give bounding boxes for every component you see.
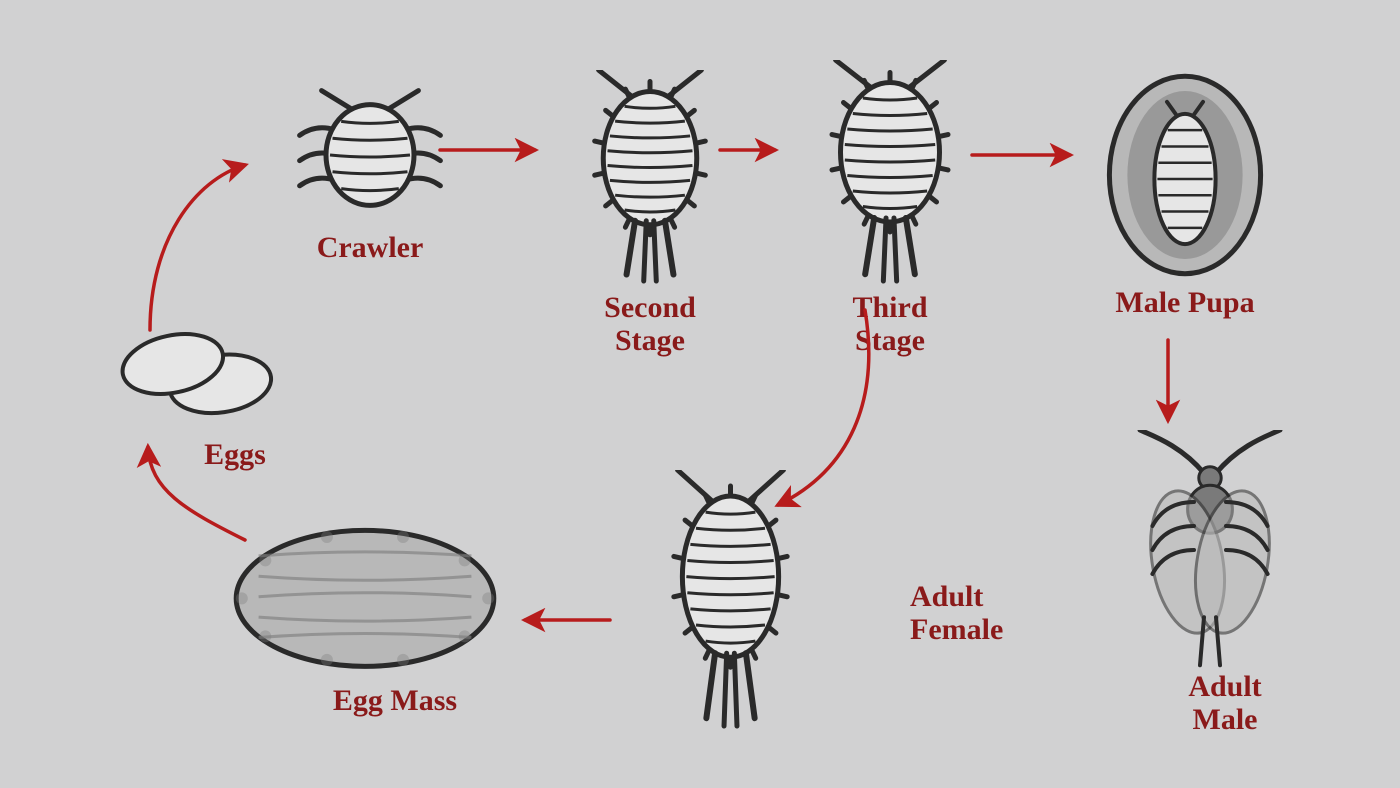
crawler-illustration xyxy=(290,85,450,225)
adult-female-illustration xyxy=(643,470,818,730)
node-egg-mass: Egg Mass xyxy=(225,510,505,717)
node-crawler: Crawler xyxy=(260,85,480,264)
label-eggs: Eggs xyxy=(125,438,345,471)
node-eggs: Eggs xyxy=(90,320,310,471)
label-adult-female: Adult Female xyxy=(910,580,1003,646)
label-second-stage: Second Stage xyxy=(540,291,760,357)
label-adult-male: Adult Male xyxy=(1115,670,1335,736)
lifecycle-diagram: Eggs Crawler Second Stage Third Stage Male P… xyxy=(0,0,1400,788)
adult-male-illustration xyxy=(1130,430,1290,670)
nymph-illustration xyxy=(565,70,735,285)
node-male-pupa: Male Pupa xyxy=(1075,70,1295,319)
arrow-eggs-to-crawler xyxy=(150,165,245,330)
pupa-illustration xyxy=(1095,70,1275,280)
label-egg-mass: Egg Mass xyxy=(255,684,535,717)
node-second-stage: Second Stage xyxy=(540,70,760,357)
label-third-stage: Third Stage xyxy=(780,291,1000,357)
label-crawler: Crawler xyxy=(260,231,480,264)
eggs-illustration xyxy=(115,320,285,430)
egg-mass-illustration xyxy=(225,510,505,680)
node-adult-female: Adult Female xyxy=(620,470,840,730)
node-third-stage: Third Stage xyxy=(780,60,1000,357)
nymph-illustration xyxy=(800,60,980,285)
label-male-pupa: Male Pupa xyxy=(1075,286,1295,319)
node-adult-male: Adult Male xyxy=(1100,430,1320,736)
